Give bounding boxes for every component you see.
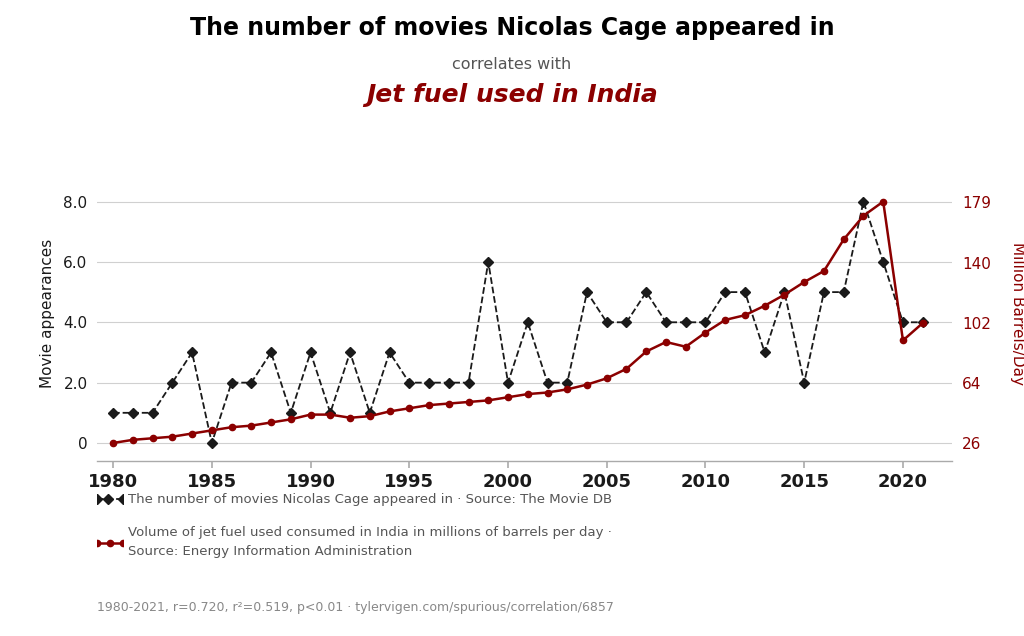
Text: correlates with: correlates with	[453, 57, 571, 73]
Text: Jet fuel used in India: Jet fuel used in India	[367, 83, 657, 107]
Text: Volume of jet fuel used consumed in India in millions of barrels per day ·: Volume of jet fuel used consumed in Indi…	[128, 526, 612, 539]
Text: 1980-2021, r=0.720, r²=0.519, p<0.01 · tylervigen.com/spurious/correlation/6857: 1980-2021, r=0.720, r²=0.519, p<0.01 · t…	[97, 601, 614, 614]
Y-axis label: Movie appearances: Movie appearances	[40, 238, 55, 388]
Text: The number of movies Nicolas Cage appeared in: The number of movies Nicolas Cage appear…	[189, 16, 835, 40]
Text: The number of movies Nicolas Cage appeared in · Source: The Movie DB: The number of movies Nicolas Cage appear…	[128, 493, 612, 506]
Y-axis label: Million Barrels/Day: Million Barrels/Day	[1011, 242, 1024, 385]
Text: Source: Energy Information Administration: Source: Energy Information Administratio…	[128, 545, 413, 558]
